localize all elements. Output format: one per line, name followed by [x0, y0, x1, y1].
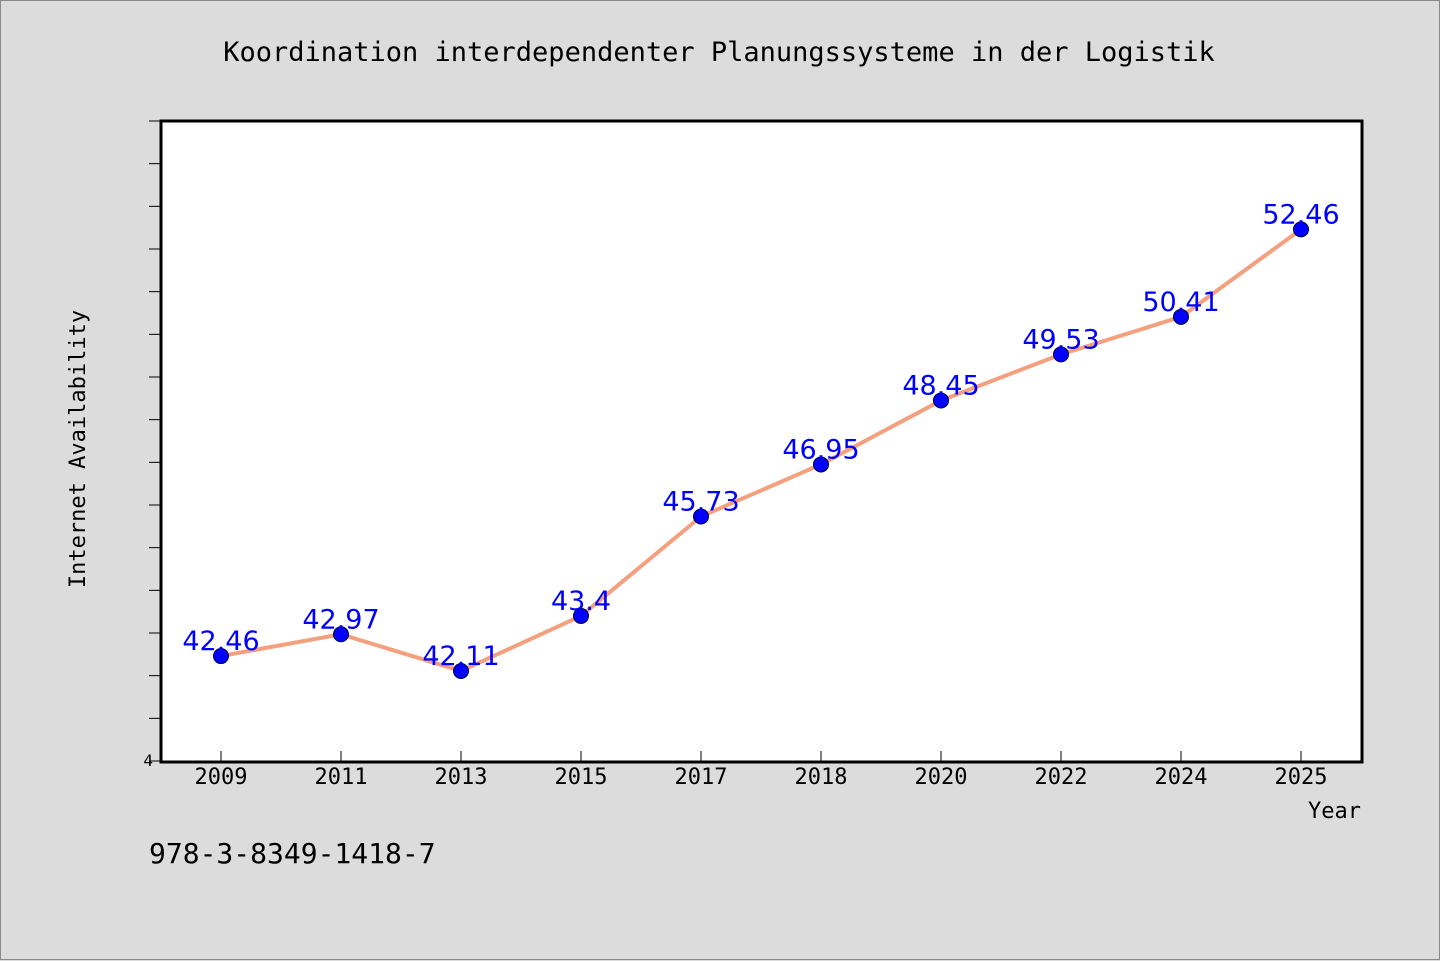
isbn-text: 978-3-8349-1418-7 [149, 837, 436, 870]
data-label: 48.45 [902, 370, 979, 401]
x-axis-title: Year [1308, 799, 1361, 824]
data-label: 45.73 [662, 487, 739, 518]
y-axis-title: Internet Availability [66, 310, 91, 588]
data-label: 50.41 [1142, 287, 1219, 318]
data-point-marker [693, 508, 709, 525]
series-group [213, 221, 1309, 679]
x-axis-ticks: 2009 2011 2013 2015 2017 2018 2020 2022 2024 2025 [195, 751, 1328, 790]
data-point-marker [1293, 221, 1309, 238]
plot-area [159, 119, 1364, 764]
y-tick-label: 4 [143, 751, 153, 770]
y-axis-ticks: 4 [143, 120, 161, 770]
data-label: 49.53 [1022, 324, 1099, 355]
data-point-marker [1053, 346, 1069, 363]
data-label: 52.46 [1262, 199, 1339, 230]
series-line [219, 227, 1303, 673]
data-point-marker [933, 392, 949, 409]
data-label: 43.4 [551, 586, 611, 617]
x-tick-label: 2013 [435, 765, 488, 790]
x-tick-label: 2018 [795, 765, 848, 790]
data-point-marker [453, 662, 469, 679]
data-point-marker [333, 626, 349, 643]
x-tick-label: 2017 [675, 765, 728, 790]
x-tick-label: 2024 [1155, 765, 1208, 790]
data-point-marker [813, 456, 829, 473]
x-tick-label: 2022 [1035, 765, 1088, 790]
data-label: 42.11 [422, 641, 499, 672]
data-point-marker [573, 607, 589, 624]
data-label: 42.97 [302, 604, 379, 635]
chart-title: Koordination interdependenter Planungssy… [223, 37, 1215, 68]
x-tick-label: 2011 [315, 765, 368, 790]
data-label: 46.95 [782, 434, 859, 465]
data-point-marker [1173, 308, 1189, 325]
x-tick-label: 2025 [1275, 765, 1328, 790]
data-labels: 42.46 42.97 42.11 43.4 45.73 46.95 48.45 49.53 5… [182, 199, 1339, 672]
data-point-marker [213, 648, 229, 665]
x-tick-label: 2020 [915, 765, 968, 790]
x-tick-label: 2015 [555, 765, 608, 790]
x-tick-label: 2009 [195, 765, 248, 790]
data-label: 42.46 [182, 626, 259, 657]
